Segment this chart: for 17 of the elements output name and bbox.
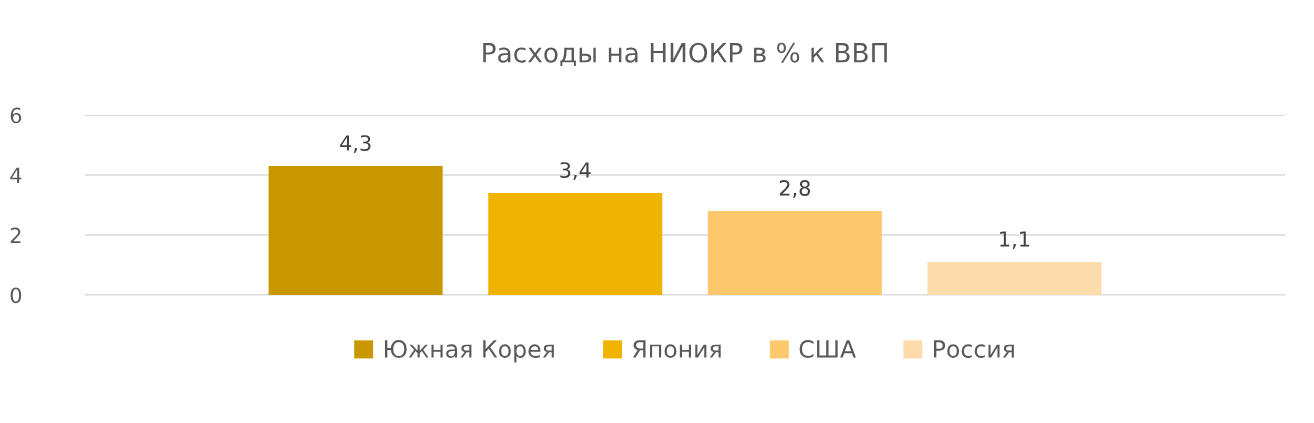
bar xyxy=(268,166,443,295)
legend-label: Южная Корея xyxy=(384,340,554,363)
bar xyxy=(488,193,663,295)
chart-title: Расходы на НИОКР в % к ВВП xyxy=(483,42,887,66)
legend-label: Россия xyxy=(934,340,1014,358)
data-label: 2,8 xyxy=(779,180,810,198)
y-tick-label: 4 xyxy=(10,167,22,183)
y-tick-label: 0 xyxy=(10,287,22,304)
bar xyxy=(707,211,882,295)
bar xyxy=(927,262,1102,295)
y-tick-label: 6 xyxy=(10,107,22,124)
data-label: 4,3 xyxy=(340,135,371,154)
data-label: 3,4 xyxy=(560,162,591,181)
legend-label: США xyxy=(799,340,856,358)
data-label: 1,1 xyxy=(1000,231,1030,249)
y-tick-label: 2 xyxy=(10,227,21,243)
legend-label: Япония xyxy=(632,340,721,358)
